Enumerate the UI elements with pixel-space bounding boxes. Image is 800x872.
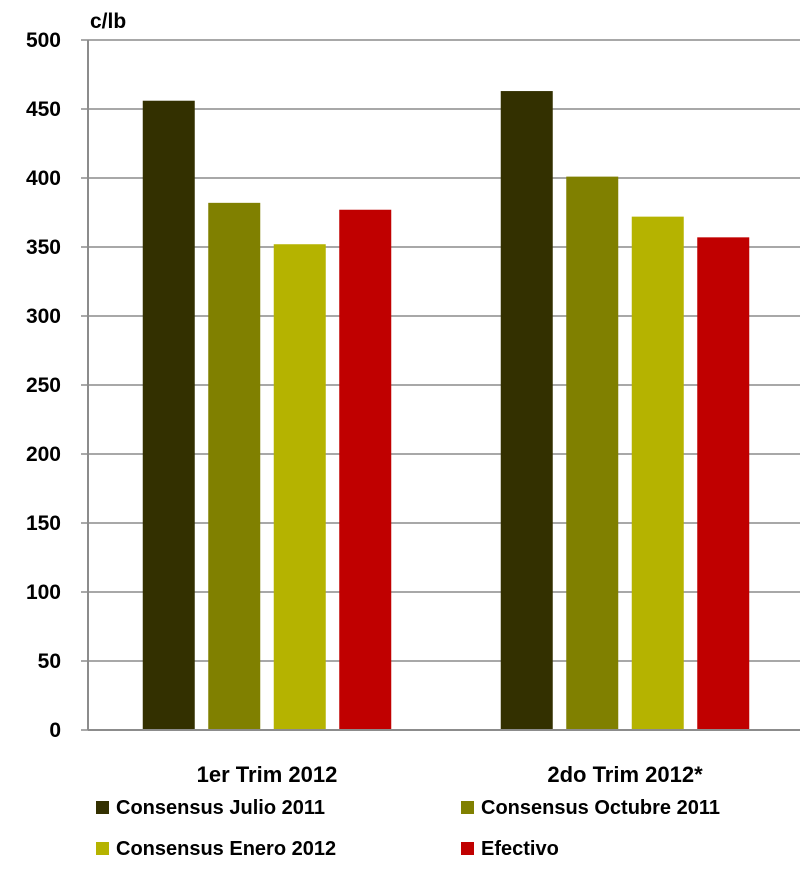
y-tick-label: 200 <box>26 443 61 466</box>
bar-3-1 <box>273 244 326 731</box>
y-tick-label: 300 <box>26 305 61 328</box>
bar-4-2 <box>697 237 750 730</box>
bar-2-1 <box>208 202 261 731</box>
y-tick-label: 250 <box>26 374 61 397</box>
y-tick-label: 450 <box>26 98 61 121</box>
y-tick-label: 400 <box>26 167 61 190</box>
bar-4-1 <box>339 209 392 731</box>
y-tick-label: 100 <box>26 581 61 604</box>
category-labels: 1er Trim 2012 2do Trim 2012* <box>197 762 703 787</box>
y-tick-label: 0 <box>49 719 61 742</box>
legend-label: Consensus Julio 2011 <box>116 797 325 819</box>
gridlines <box>88 39 800 662</box>
y-tick-label: 500 <box>26 29 61 52</box>
axes <box>81 39 800 731</box>
y-tick-labels: 0 50 100 150 200 250 300 350 400 450 500 <box>26 29 61 742</box>
legend-swatch <box>96 842 109 855</box>
y-unit-label: c/lb <box>90 10 126 33</box>
bar-2-2 <box>566 176 619 730</box>
bar-1-1 <box>142 100 195 731</box>
legend-swatch <box>461 801 474 814</box>
bars <box>142 91 750 731</box>
y-tick-label: 150 <box>26 512 61 535</box>
legend-label: Efectivo <box>481 838 559 860</box>
y-tick-label: 350 <box>26 236 61 259</box>
legend-swatch <box>461 842 474 855</box>
y-tick-label: 50 <box>38 650 61 673</box>
x-category-label: 2do Trim 2012* <box>547 762 703 787</box>
legend-swatch <box>96 801 109 814</box>
legend-label: Consensus Enero 2012 <box>116 838 336 860</box>
legend-label: Consensus Octubre 2011 <box>481 797 720 819</box>
bar-1-2 <box>500 91 553 730</box>
x-category-label: 1er Trim 2012 <box>197 762 338 787</box>
legend: Consensus Julio 2011 Consensus Octubre 20… <box>96 797 720 860</box>
bar-3-2 <box>631 216 684 730</box>
